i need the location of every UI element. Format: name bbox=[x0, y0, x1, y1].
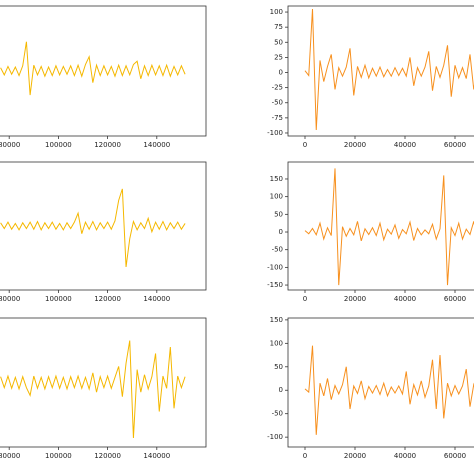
x-tick-label: 20000 bbox=[344, 452, 366, 460]
subplot: 0 20000 40000 60000 -100 -75 -50 -25 0 25 50 75 100 bbox=[267, 5, 474, 149]
plot-area bbox=[0, 41, 186, 96]
x-tick-label: 120000 bbox=[94, 141, 121, 149]
y-tick-label: 50 bbox=[274, 210, 283, 218]
subplot: 80000 100000 120000 140000 bbox=[0, 161, 207, 303]
x-tick-label: 60000 bbox=[444, 452, 466, 460]
x-tick-label: 0 bbox=[303, 141, 307, 149]
y-tick-label: 75 bbox=[274, 23, 283, 31]
x-tick-label: 80000 bbox=[0, 141, 20, 149]
axes-frame bbox=[287, 161, 474, 291]
x-tick-label: 140000 bbox=[143, 295, 170, 303]
y-tick-label: -25 bbox=[272, 84, 283, 92]
plot-area bbox=[0, 188, 186, 268]
y-tick-label: -100 bbox=[267, 433, 283, 441]
x-tick-label: 20000 bbox=[344, 141, 366, 149]
y-tick-label: -100 bbox=[267, 129, 283, 137]
axes-frame bbox=[287, 317, 474, 448]
subplot: 80000 100000 120000 140000 bbox=[0, 317, 207, 460]
x-tick-label: 20000 bbox=[344, 295, 366, 303]
y-tick-label: -100 bbox=[267, 263, 283, 271]
y-tick-label: 100 bbox=[270, 339, 283, 347]
x-tick-label: 0 bbox=[303, 295, 307, 303]
x-tick-label: 80000 bbox=[0, 452, 20, 460]
x-tick-label: 120000 bbox=[94, 295, 121, 303]
axes-frame bbox=[287, 5, 474, 137]
subplot: 0 20000 40000 60000 -150 -100 -50 0 50 100 150 bbox=[267, 161, 474, 303]
y-tick-label: 50 bbox=[274, 38, 283, 46]
x-tick-label: 100000 bbox=[45, 452, 72, 460]
y-tick-label: 100 bbox=[270, 8, 283, 16]
y-tick-label: 50 bbox=[274, 363, 283, 371]
y-tick-label: -75 bbox=[272, 114, 283, 122]
y-tick-label: 100 bbox=[270, 193, 283, 201]
y-tick-label: -50 bbox=[272, 99, 283, 107]
y-tick-label: 0 bbox=[279, 228, 283, 236]
plot-area bbox=[304, 168, 474, 286]
x-tick-label: 80000 bbox=[0, 295, 20, 303]
x-tick-label: 100000 bbox=[45, 295, 72, 303]
axes-frame bbox=[0, 161, 207, 291]
subplot: 0 20000 40000 60000 -100 -50 0 50 100 150 bbox=[267, 316, 474, 460]
x-tick-label: 40000 bbox=[394, 295, 416, 303]
x-tick-label: 60000 bbox=[444, 295, 466, 303]
signal-line bbox=[0, 41, 186, 96]
y-tick-label: 0 bbox=[279, 69, 283, 77]
x-tick-label: 0 bbox=[303, 452, 307, 460]
axes-frame bbox=[0, 5, 207, 137]
x-tick-label: 100000 bbox=[45, 141, 72, 149]
y-tick-label: 0 bbox=[279, 386, 283, 394]
plot-area bbox=[0, 340, 186, 438]
subplots: 80000 100000 120000 140000 0 20000 40000 60000-… bbox=[0, 5, 474, 460]
signal-line bbox=[304, 168, 474, 286]
y-tick-label: 25 bbox=[274, 53, 283, 61]
plot-area bbox=[304, 8, 474, 130]
x-tick-label: 40000 bbox=[394, 141, 416, 149]
x-tick-label: 140000 bbox=[143, 452, 170, 460]
y-tick-label: 150 bbox=[270, 316, 283, 324]
signal-line bbox=[0, 188, 186, 268]
x-tick-label: 60000 bbox=[444, 141, 466, 149]
plot-area bbox=[304, 345, 474, 435]
x-tick-label: 40000 bbox=[394, 452, 416, 460]
y-tick-label: -50 bbox=[272, 246, 283, 254]
x-tick-label: 120000 bbox=[94, 452, 121, 460]
x-tick-label: 140000 bbox=[143, 141, 170, 149]
subplot: 80000 100000 120000 140000 bbox=[0, 5, 207, 149]
y-tick-label: -50 bbox=[272, 410, 283, 418]
axes-frame bbox=[0, 317, 207, 448]
signal-line bbox=[304, 8, 474, 130]
signal-line bbox=[304, 345, 474, 435]
y-tick-label: -150 bbox=[267, 281, 283, 289]
signal-line bbox=[0, 340, 186, 438]
y-tick-label: 150 bbox=[270, 175, 283, 183]
